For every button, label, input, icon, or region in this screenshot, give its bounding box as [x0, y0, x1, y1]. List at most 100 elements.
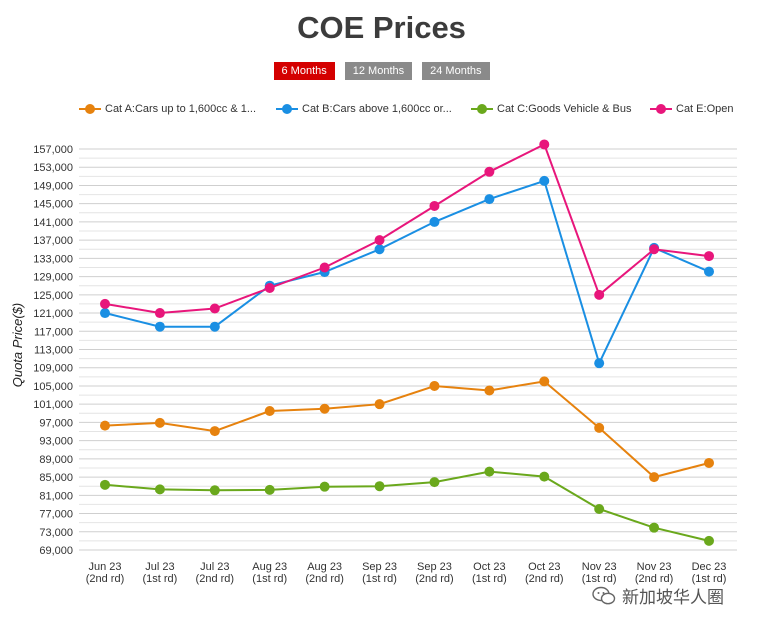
data-point	[704, 535, 714, 546]
data-point	[100, 479, 110, 490]
data-point	[154, 484, 165, 495]
data-point	[594, 503, 605, 514]
x-tick-label: Aug 23	[252, 561, 287, 573]
data-point	[154, 308, 165, 319]
data-point	[429, 200, 440, 211]
y-tick-label: 89,000	[39, 454, 73, 466]
series-line	[104, 380, 710, 479]
y-tick-label: 73,000	[39, 527, 73, 539]
data-point	[374, 481, 385, 492]
data-point	[374, 235, 385, 246]
x-tick-label: Jul 23	[145, 561, 174, 573]
y-tick-label: 77,000	[39, 509, 73, 521]
legend-item-cat-a[interactable]: Cat A:Cars up to 1,600cc & 1...	[79, 103, 256, 115]
x-tick-label: (1st rd)	[252, 573, 287, 585]
y-tick-label: 101,000	[33, 399, 73, 411]
data-point	[154, 321, 165, 332]
y-tick-label: 69,000	[39, 545, 73, 557]
legend-label: Cat E:Open	[676, 103, 734, 115]
x-tick-label: (2nd rd)	[196, 573, 235, 585]
data-point	[209, 485, 220, 496]
x-tick-label: (2nd rd)	[525, 573, 564, 585]
y-tick-label: 133,000	[33, 253, 73, 265]
legend-item-cat-b[interactable]: Cat B:Cars above 1,600cc or...	[276, 103, 452, 115]
data-point	[484, 466, 495, 477]
x-tick-label: (1st rd)	[582, 573, 617, 585]
data-point	[319, 262, 330, 273]
x-tick-label: Nov 23	[637, 561, 672, 573]
watermark-text: 新加坡华人圈	[622, 588, 724, 607]
tab-24-months[interactable]: 24 Months	[422, 62, 490, 80]
data-point	[539, 471, 550, 482]
data-point	[484, 385, 495, 396]
series-line	[104, 143, 710, 315]
y-tick-label: 113,000	[34, 345, 73, 357]
legend-marker-icon	[276, 104, 298, 114]
tab-6-months[interactable]: 6 Months	[273, 62, 335, 80]
tab-12-months[interactable]: 12 Months	[344, 62, 413, 80]
y-tick-label: 109,000	[33, 363, 73, 375]
data-point	[209, 321, 220, 332]
y-tick-label: 153,000	[33, 162, 73, 174]
data-point	[704, 266, 714, 277]
x-tick-label: (1st rd)	[362, 573, 397, 585]
data-point	[264, 406, 275, 417]
legend-item-cat-c[interactable]: Cat C:Goods Vehicle & Bus	[471, 103, 632, 115]
legend-item-cat-e[interactable]: Cat E:Open	[650, 103, 733, 115]
data-point	[484, 166, 495, 177]
y-tick-label: 121,000	[33, 308, 73, 320]
x-tick-label: Nov 23	[582, 561, 617, 573]
data-point	[429, 380, 440, 391]
data-point	[649, 244, 660, 255]
data-point	[374, 399, 385, 410]
data-point	[100, 298, 110, 309]
data-point	[264, 282, 275, 293]
data-point	[704, 251, 714, 262]
x-tick-label: Oct 23	[528, 561, 560, 573]
y-tick-label: 137,000	[33, 235, 73, 247]
y-tick-label: 149,000	[33, 180, 73, 192]
x-tick-label: Sep 23	[362, 561, 397, 573]
data-point	[209, 426, 220, 437]
data-point	[594, 289, 605, 300]
data-point	[429, 216, 440, 227]
y-tick-label: 129,000	[33, 272, 73, 284]
y-tick-label: 97,000	[39, 417, 73, 429]
data-point	[100, 308, 110, 319]
y-tick-label: 81,000	[39, 490, 73, 502]
data-point	[264, 484, 275, 495]
x-tick-label: (2nd rd)	[86, 573, 125, 585]
y-tick-label: 85,000	[39, 472, 73, 484]
wechat-icon	[592, 586, 616, 606]
x-tick-label: (2nd rd)	[415, 573, 454, 585]
data-point	[594, 422, 605, 433]
data-point	[649, 472, 660, 483]
legend-label: Cat C:Goods Vehicle & Bus	[497, 103, 632, 115]
x-tick-label: (1st rd)	[692, 573, 727, 585]
y-tick-label: 125,000	[33, 290, 73, 302]
y-tick-label: 117,000	[34, 326, 73, 338]
y-tick-label: 157,000	[33, 144, 73, 156]
watermark: 新加坡华人圈	[592, 583, 724, 608]
x-tick-label: (1st rd)	[142, 573, 177, 585]
data-point	[649, 522, 660, 533]
legend-marker-icon	[650, 104, 672, 114]
x-tick-label: Sep 23	[417, 561, 452, 573]
y-tick-label: 141,000	[33, 217, 73, 229]
period-tabs: 6 Months 12 Months 24 Months	[0, 62, 763, 80]
x-tick-label: (1st rd)	[472, 573, 507, 585]
x-tick-label: (2nd rd)	[635, 573, 674, 585]
data-point	[319, 481, 330, 492]
y-tick-label: 105,000	[33, 381, 73, 393]
x-tick-label: Jun 23	[88, 561, 121, 573]
legend-label: Cat A:Cars up to 1,600cc & 1...	[105, 103, 257, 115]
y-axis-label: Quota Price($)	[10, 303, 25, 388]
y-tick-label: 145,000	[33, 199, 73, 211]
x-tick-label: (2nd rd)	[305, 573, 344, 585]
x-tick-label: Jul 23	[200, 561, 229, 573]
data-point	[594, 358, 605, 369]
data-point	[209, 303, 220, 314]
x-tick-label: Dec 23	[692, 561, 727, 573]
data-point	[539, 175, 550, 186]
